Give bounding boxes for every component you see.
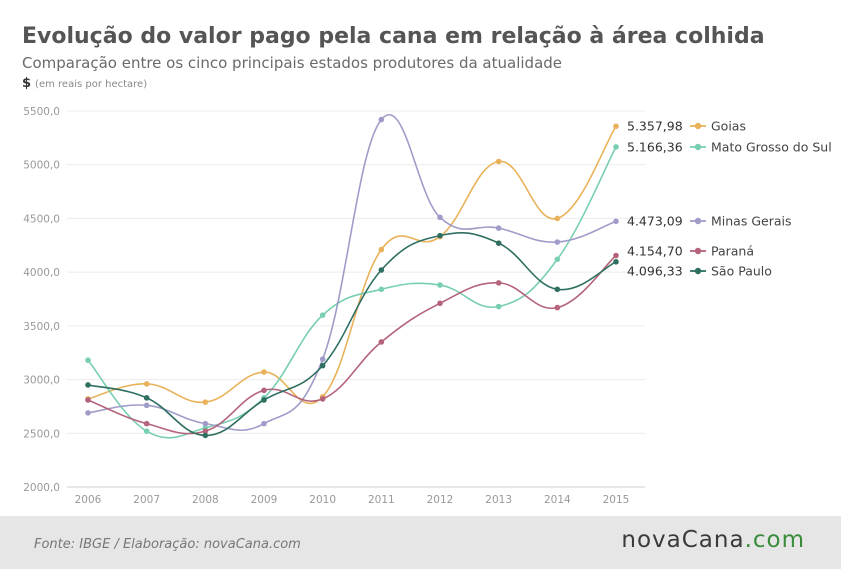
x-tick-label: 2010	[309, 494, 336, 506]
data-point	[495, 240, 502, 246]
data-point	[85, 410, 91, 416]
legend-swatch-marker	[694, 122, 702, 130]
legend-label: Paraná	[711, 244, 754, 259]
legend-label: Mato Grosso do Sul	[711, 140, 832, 155]
y-tick-label: 4000,0	[23, 267, 60, 279]
data-point	[202, 399, 209, 405]
data-point	[495, 303, 502, 310]
legend-label: São Paulo	[711, 264, 772, 279]
series-line	[87, 254, 617, 435]
data-point	[202, 432, 209, 439]
y-tick-label: 5000,0	[23, 160, 60, 172]
data-point	[554, 215, 561, 222]
data-point	[613, 252, 619, 259]
data-point	[143, 395, 150, 401]
unit-text: (em reais por hectare)	[35, 79, 148, 90]
data-point	[319, 396, 326, 402]
data-point	[319, 312, 326, 318]
currency-symbol: $	[22, 76, 32, 91]
data-point	[437, 214, 443, 221]
data-point	[554, 256, 561, 263]
data-point	[85, 357, 91, 364]
series-line	[87, 114, 617, 431]
x-tick-label: 2009	[251, 494, 278, 506]
data-point	[495, 280, 502, 286]
data-point	[437, 300, 443, 307]
legend-label: Minas Gerais	[711, 214, 792, 229]
y-tick-label: 3000,0	[23, 375, 60, 387]
data-point	[378, 246, 385, 253]
legend-swatch-marker	[694, 143, 702, 151]
y-tick-label: 4500,0	[23, 213, 60, 225]
x-tick-label: 2015	[603, 494, 630, 506]
data-point	[85, 382, 91, 388]
logo-part-com: .com	[744, 527, 805, 553]
chart-title: Evolução do valor pago pela cana em rela…	[22, 24, 765, 49]
data-point	[319, 356, 326, 362]
data-point	[261, 387, 267, 394]
series-end-value: 4.096,33	[627, 264, 683, 279]
x-tick-label: 2014	[544, 494, 571, 506]
data-point	[554, 286, 561, 293]
data-point	[143, 381, 150, 387]
data-point	[261, 369, 267, 375]
data-point	[495, 158, 502, 165]
novacana-logo[interactable]: novaCana.com	[621, 527, 805, 553]
x-tick-label: 2006	[75, 494, 102, 506]
data-point	[613, 259, 619, 265]
data-point	[85, 397, 91, 403]
series-end-value: 5.357,98	[627, 119, 683, 134]
legend-swatch-marker	[694, 247, 702, 255]
data-point	[378, 116, 385, 123]
y-tick-label: 3500,0	[23, 321, 60, 333]
data-point	[261, 397, 267, 403]
y-tick-label: 2500,0	[23, 428, 60, 440]
data-point	[261, 420, 267, 427]
data-point	[143, 402, 150, 409]
legend-label: Goias	[711, 119, 746, 134]
line-chart: 2000,0 2500,0 3000,0 3500,0 4000,0 4500,0 5000…	[23, 106, 832, 506]
x-tick-label: 2012	[427, 494, 454, 506]
footer-bar: Fonte: IBGE / Elaboração: novaCana.com n…	[0, 516, 841, 569]
data-point	[613, 218, 619, 225]
x-tick-label: 2008	[192, 494, 219, 506]
data-point	[554, 239, 561, 245]
series-line	[87, 232, 617, 437]
data-point	[613, 123, 619, 130]
data-point	[378, 339, 385, 345]
data-point	[143, 428, 150, 434]
source-credit: Fonte: IBGE / Elaboração: novaCana.com	[34, 537, 301, 552]
chart-subtitle: Comparação entre os cinco principais est…	[22, 54, 563, 72]
x-tick-label: 2007	[133, 494, 160, 506]
x-tick-label: 2013	[485, 494, 512, 506]
logo-part-nova: nova	[621, 527, 682, 553]
data-point	[202, 428, 209, 434]
data-point	[202, 420, 209, 427]
data-point	[495, 225, 502, 231]
legend-swatch-marker	[694, 217, 702, 225]
legend-swatch-marker	[694, 267, 702, 275]
data-point	[378, 267, 385, 273]
data-point	[613, 144, 619, 150]
data-point	[378, 286, 385, 293]
series-end-value: 5.166,36	[627, 140, 683, 155]
y-tick-label: 5500,0	[23, 106, 60, 118]
x-tick-label: 2011	[368, 494, 395, 506]
data-point	[437, 282, 443, 288]
logo-part-cana: Cana	[681, 527, 745, 553]
y-tick-label: 2000,0	[23, 482, 60, 494]
data-point	[143, 420, 150, 427]
data-point	[319, 362, 326, 369]
series-end-value: 4.154,70	[627, 244, 683, 259]
data-point	[437, 232, 443, 239]
data-point	[554, 304, 561, 311]
unit-label: $ (em reais por hectare)	[22, 76, 147, 91]
series-line	[87, 146, 617, 439]
series-end-value: 4.473,09	[627, 214, 683, 229]
series-line	[87, 125, 617, 405]
